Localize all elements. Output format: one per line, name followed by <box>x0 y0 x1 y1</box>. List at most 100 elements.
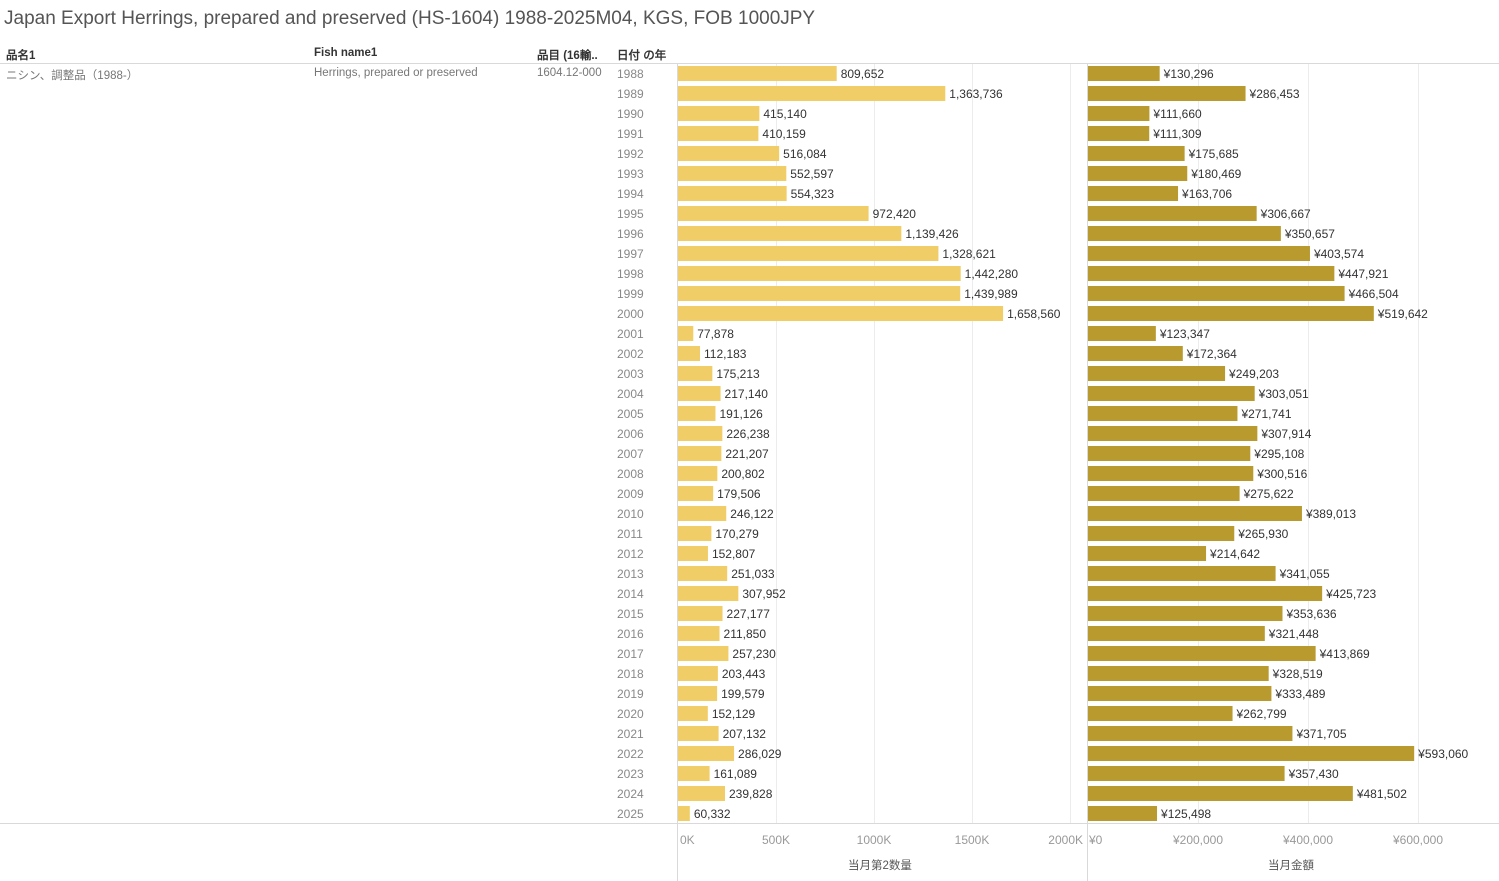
value-bar-label: ¥519,642 <box>1377 307 1428 321</box>
value-bar-label: ¥163,706 <box>1181 187 1232 201</box>
header-code[interactable]: 品目 (16輸.. <box>537 50 598 62</box>
year-label: 2019 <box>617 687 644 701</box>
year-label: 2018 <box>617 667 644 681</box>
quantity-bar-label: 179,506 <box>717 487 761 501</box>
year-label: 2015 <box>617 607 644 621</box>
year-label: 1997 <box>617 247 644 261</box>
value-bar <box>1088 66 1160 81</box>
year-label: 2021 <box>617 727 644 741</box>
quantity-bar <box>678 666 718 681</box>
item-code[interactable]: 1604.12-000 <box>537 67 602 79</box>
value-tick-label: ¥600,000 <box>1392 833 1443 847</box>
year-label: 2009 <box>617 487 644 501</box>
quantity-bar <box>678 386 721 401</box>
year-label: 2020 <box>617 707 644 721</box>
quantity-bar <box>678 566 728 581</box>
value-bar <box>1088 566 1276 581</box>
value-bar <box>1088 126 1150 141</box>
year-label: 2014 <box>617 587 644 601</box>
value-bar <box>1088 466 1254 481</box>
quantity-bar <box>678 406 716 421</box>
quantity-bar-label: 221,207 <box>725 447 769 461</box>
value-bar <box>1088 206 1257 221</box>
value-bar <box>1088 746 1415 761</box>
value-tick-label: ¥0 <box>1088 833 1103 847</box>
quantity-bar-label: 77,878 <box>697 327 734 341</box>
year-label: 1992 <box>617 147 644 161</box>
value-axis-ticks: ¥0 ¥200,000 ¥400,000 ¥600,000 <box>1088 833 1443 847</box>
quantity-bar-label: 207,132 <box>723 727 767 741</box>
value-bar-label: ¥172,364 <box>1186 347 1237 361</box>
header-fish-name[interactable]: Fish name1 <box>314 47 378 59</box>
quantity-bar-label: 554,323 <box>791 187 835 201</box>
quantity-bar <box>678 86 946 101</box>
fish-jp-name[interactable]: ニシン、調整品（1988-） <box>6 70 139 82</box>
header-jp-name[interactable]: 品名1 <box>6 50 36 62</box>
quantity-axis-title: 当月第2数量 <box>848 860 912 872</box>
quantity-bar <box>678 706 708 721</box>
quantity-bar-label: 152,807 <box>712 547 756 561</box>
value-bar-label: ¥333,489 <box>1274 687 1325 701</box>
quantity-bar <box>678 146 780 161</box>
value-bar-label: ¥425,723 <box>1325 587 1376 601</box>
quantity-bar-label: 516,084 <box>783 147 827 161</box>
value-bar <box>1088 346 1183 361</box>
quantity-bar <box>678 486 714 501</box>
value-bar <box>1088 586 1323 601</box>
value-bar-label: ¥481,502 <box>1356 787 1407 801</box>
quantity-bar <box>678 466 718 481</box>
value-bar <box>1088 446 1251 461</box>
header-year[interactable]: 日付 の年 <box>617 50 667 62</box>
year-label: 1991 <box>617 127 644 141</box>
quantity-bar <box>678 606 723 621</box>
quantity-bar <box>678 206 869 221</box>
value-bar <box>1088 146 1185 161</box>
value-bar <box>1088 766 1285 781</box>
value-bar <box>1088 186 1179 201</box>
quantity-bar <box>678 226 902 241</box>
year-label: 1999 <box>617 287 644 301</box>
value-bar-label: ¥307,914 <box>1260 427 1311 441</box>
quantity-bar <box>678 126 759 141</box>
quantity-bar <box>678 326 694 341</box>
value-bar-label: ¥389,013 <box>1305 507 1356 521</box>
quantity-bar-label: 226,238 <box>726 427 770 441</box>
quantity-bar-label: 809,652 <box>841 67 885 81</box>
year-label: 2001 <box>617 327 644 341</box>
value-bar <box>1088 306 1374 321</box>
quantity-bar <box>678 766 710 781</box>
value-bar <box>1088 366 1226 381</box>
value-bar <box>1088 526 1235 541</box>
quantity-bar-label: 1,363,736 <box>949 87 1003 101</box>
year-label: 2011 <box>617 527 643 541</box>
quantity-bars: 809,652 1,363,736 415,140 410,159 516,084 552… <box>678 66 1061 821</box>
quantity-bar <box>678 246 939 261</box>
quantity-bar-label: 239,828 <box>729 787 773 801</box>
value-bar <box>1088 726 1293 741</box>
quantity-pane-left-border <box>677 63 678 881</box>
quantity-bar-label: 552,597 <box>790 167 834 181</box>
quantity-bar <box>678 546 708 561</box>
value-bar <box>1088 666 1269 681</box>
quantity-bar <box>678 646 729 661</box>
value-bar-label: ¥123,347 <box>1159 327 1210 341</box>
value-bar-label: ¥175,685 <box>1188 147 1239 161</box>
value-bar-label: ¥593,060 <box>1417 747 1468 761</box>
value-bar-label: ¥321,448 <box>1268 627 1319 641</box>
value-bar-label: ¥466,504 <box>1348 287 1399 301</box>
year-label: 1993 <box>617 167 644 181</box>
year-label: 1994 <box>617 187 644 201</box>
year-label: 1989 <box>617 87 644 101</box>
fish-en-name[interactable]: Herrings, prepared or preserved <box>314 67 478 79</box>
footer-divider <box>0 823 1499 824</box>
quantity-bar <box>678 526 712 541</box>
quantity-bar <box>678 446 722 461</box>
quantity-bar <box>678 306 1004 321</box>
quantity-bar <box>678 186 787 201</box>
value-bar-label: ¥353,636 <box>1285 607 1336 621</box>
year-label: 2002 <box>617 347 644 361</box>
quantity-bar <box>678 346 700 361</box>
value-bar <box>1088 106 1150 121</box>
quantity-bar-label: 161,089 <box>714 767 758 781</box>
quantity-tick-label: 2000K <box>1048 833 1083 847</box>
